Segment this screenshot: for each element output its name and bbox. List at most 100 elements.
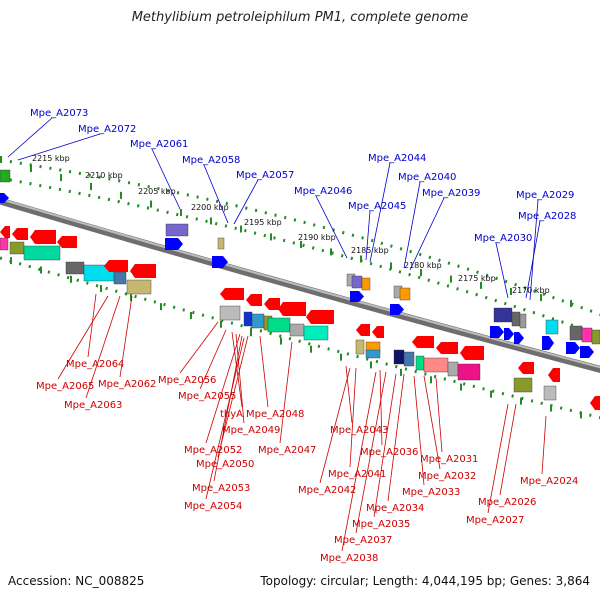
ruler-tick xyxy=(180,209,182,217)
gene-feature-block xyxy=(569,325,583,341)
gene-feature-block xyxy=(0,169,11,183)
ruler-tick xyxy=(70,275,72,283)
label-leader-line xyxy=(315,195,348,259)
gene-feature-block xyxy=(511,311,521,327)
forward-gene-arrow xyxy=(490,326,504,338)
reverse-gene-arrow xyxy=(590,396,600,410)
ruler-tick xyxy=(210,217,212,225)
reverse-gene-arrow xyxy=(548,368,560,382)
label-leader-line xyxy=(199,329,227,390)
ruler-tick xyxy=(510,288,512,296)
gene-feature-block xyxy=(519,313,527,329)
reverse-gene-arrow xyxy=(104,260,128,272)
gene-feature-block xyxy=(365,349,381,359)
label-leader-line xyxy=(217,335,249,458)
reverse-gene-label: Mpe_A2027 xyxy=(466,515,524,526)
reverse-gene-label: Mpe_A2055 xyxy=(178,391,236,402)
kbp-ruler-outer xyxy=(0,158,600,316)
topology-label: Topology: circular; Length: 4,044,195 bp… xyxy=(260,574,590,588)
forward-gene-arrow xyxy=(566,342,580,354)
label-leader-line xyxy=(17,133,101,161)
label-leader-line xyxy=(435,377,443,453)
ruler-tick xyxy=(430,376,432,384)
label-leader-line xyxy=(7,117,53,158)
label-leader-line xyxy=(413,375,425,486)
reverse-gene-label: Mpe_A2026 xyxy=(478,497,536,508)
kbp-label: 2215 kbp xyxy=(32,154,70,163)
label-leader-line xyxy=(369,162,391,263)
label-leader-line xyxy=(499,403,517,496)
ruler-inner-reverse xyxy=(0,256,600,420)
ruler-tick xyxy=(160,303,162,311)
reverse-gene-arrow xyxy=(12,228,28,240)
label-leader-line xyxy=(529,199,539,301)
gene-feature-block xyxy=(447,361,459,377)
reverse-gene-label: Mpe_A2043 xyxy=(330,425,388,436)
reverse-gene-label: Mpe_A2031 xyxy=(420,454,478,465)
label-leader-line xyxy=(179,321,219,374)
forward-gene-arrow xyxy=(390,304,404,315)
label-leader-line xyxy=(57,295,109,380)
forward-gene-label: Mpe_A2072 xyxy=(78,124,136,135)
kbp-label: 2190 kbp xyxy=(298,233,336,242)
reverse-gene-arrow xyxy=(220,288,244,300)
ruler-tick xyxy=(460,383,462,391)
label-leader-line xyxy=(387,373,405,502)
label-leader-line xyxy=(205,333,241,444)
label-leaders xyxy=(7,117,547,552)
gene-feature-block xyxy=(543,385,557,401)
reverse-gene-arrow xyxy=(264,298,280,310)
kbp-label: 2210 kbp xyxy=(85,171,123,180)
reverse-gene-label: Mpe_A2062 xyxy=(98,379,156,390)
reverse-gene-label: Mpe_A2050 xyxy=(196,459,254,470)
reverse-gene-label: Mpe_A2056 xyxy=(158,375,216,386)
reverse-gene-label: Mpe_A2064 xyxy=(66,359,124,370)
forward-gene-label: Mpe_A2040 xyxy=(398,172,456,183)
forward-gene-label: Mpe_A2044 xyxy=(368,153,426,164)
reverse-gene-arrow xyxy=(518,362,534,374)
ruler-tick xyxy=(540,294,542,302)
gene-feature-block xyxy=(9,241,25,255)
accession-label: Accession: NC_008825 xyxy=(8,574,145,588)
forward-gene-arrow xyxy=(212,256,228,268)
reverse-gene-label: Mpe_A2036 xyxy=(360,447,418,458)
gene-feature-block xyxy=(243,311,253,327)
forward-gene-arrow xyxy=(0,193,9,203)
genome-backbone-highlight xyxy=(0,197,600,369)
gene-feature-block xyxy=(457,363,481,381)
gene-feature-block xyxy=(65,261,85,275)
forward-gene-label: Mpe_A2039 xyxy=(422,188,480,199)
label-leader-line xyxy=(205,337,245,500)
ruler-tick xyxy=(100,285,102,292)
gene-feature-block xyxy=(217,237,225,250)
ruler-tick xyxy=(250,329,252,337)
reverse-gene-label: Mpe_A2054 xyxy=(184,501,242,512)
kbp-label: 2175 kbp xyxy=(458,274,496,283)
ruler-tick xyxy=(150,200,152,208)
reverse-gene-label: Mpe_A2042 xyxy=(298,485,356,496)
ruler-tick xyxy=(370,361,372,369)
gene-feature-block xyxy=(23,245,61,261)
gene-feature-block xyxy=(403,351,415,367)
ruler-tick xyxy=(360,255,362,263)
reverse-gene-arrow xyxy=(356,324,370,336)
kbp-label: 2200 kbp xyxy=(191,203,229,212)
reverse-gene-label: Mpe_A2037 xyxy=(334,535,392,546)
gene-feature-block xyxy=(267,317,291,333)
gene-feature-block xyxy=(423,357,449,373)
reverse-gene-arrow xyxy=(278,302,306,316)
gene-feature-block xyxy=(126,279,152,295)
forward-gene-arrow xyxy=(514,332,524,344)
ruler-tick xyxy=(280,337,282,345)
ruler-tick xyxy=(390,262,392,270)
ruler-tick xyxy=(190,312,192,320)
label-leader-line xyxy=(355,371,387,534)
forward-gene-arrow xyxy=(580,346,594,358)
ruler-tick xyxy=(400,368,402,376)
gene-feature-block xyxy=(165,223,189,237)
reverse-gene-arrow xyxy=(306,310,334,324)
gene-feature-block xyxy=(303,325,329,341)
ruler-tick xyxy=(40,266,42,274)
label-leader-line xyxy=(423,375,441,470)
